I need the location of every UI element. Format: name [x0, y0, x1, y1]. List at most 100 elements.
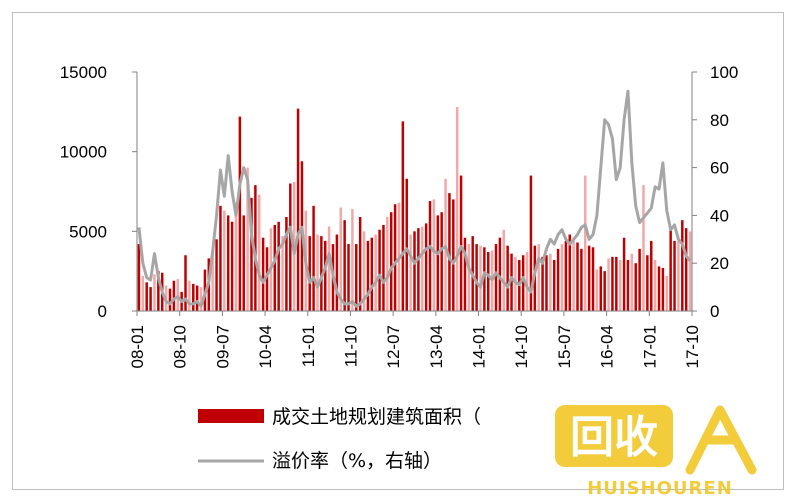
bar: [355, 244, 358, 311]
bar: [626, 260, 630, 311]
bar: [421, 226, 424, 311]
bar: [510, 253, 513, 311]
bar: [223, 210, 226, 311]
bar: [459, 175, 463, 311]
bar: [556, 248, 560, 311]
bar: [444, 178, 447, 311]
bar: [615, 256, 618, 311]
bar: [638, 248, 641, 311]
bar: [254, 185, 257, 311]
bar: [339, 207, 342, 311]
legend-bar-label: 成交土地规划建筑面积（: [272, 406, 481, 428]
chart-frame: [12, 12, 784, 490]
legend-line-label: 溢价率（%，右轴）: [272, 450, 442, 472]
bar: [584, 175, 587, 311]
bar: [141, 275, 145, 311]
bar: [424, 223, 428, 311]
right-tick-label: 100: [710, 63, 738, 82]
bar: [487, 252, 490, 311]
bar: [684, 228, 688, 311]
bar: [665, 275, 669, 311]
bar: [463, 237, 467, 311]
premium-rate-line: [137, 89, 692, 308]
bar: [432, 199, 436, 311]
bar: [564, 240, 568, 311]
bar: [599, 266, 603, 311]
bar: [618, 260, 622, 311]
bar-series: [137, 107, 692, 312]
right-tick-label: 0: [710, 302, 719, 321]
bar: [417, 228, 420, 311]
bar: [366, 240, 370, 311]
bar: [215, 239, 218, 311]
bar: [580, 248, 583, 311]
bar: [549, 253, 552, 311]
x-tick-label: 09-07: [213, 325, 232, 368]
bar: [157, 271, 160, 311]
left-tick-label: 10000: [60, 143, 107, 162]
bar: [657, 266, 661, 311]
bar: [428, 201, 432, 311]
bar: [343, 220, 346, 311]
bar: [634, 263, 637, 311]
bar: [401, 121, 405, 311]
bar: [285, 216, 288, 311]
x-tick-label: 08-01: [128, 325, 147, 368]
x-tick-label: 15-07: [555, 325, 574, 368]
bar: [378, 229, 381, 311]
bar: [405, 178, 408, 311]
bar: [273, 224, 277, 311]
bar: [199, 287, 203, 311]
bar: [576, 242, 579, 311]
watermark-logo: 回收 HUISHOUREN: [555, 405, 757, 499]
bar: [362, 231, 366, 311]
x-tick-label: 17-01: [640, 325, 659, 368]
bar: [455, 107, 459, 311]
bar: [219, 205, 222, 311]
x-tick-label: 17-10: [683, 325, 702, 368]
bar: [448, 193, 451, 311]
bar: [506, 245, 509, 311]
bar: [289, 183, 292, 311]
bar: [681, 220, 684, 311]
bar: [195, 285, 199, 311]
bar: [226, 215, 230, 311]
bar: [172, 280, 176, 311]
bar: [622, 237, 626, 311]
axes: [136, 72, 693, 312]
bar: [502, 229, 505, 311]
x-tick-label: 08-10: [171, 325, 190, 368]
x-tick-label: 14-01: [470, 325, 489, 368]
bar: [467, 244, 471, 311]
bar: [646, 255, 649, 311]
bar: [650, 240, 653, 311]
right-tick-label: 20: [710, 254, 729, 273]
x-tick-label: 16-04: [598, 325, 617, 368]
bar: [568, 234, 571, 311]
right-tick-label: 80: [710, 111, 729, 130]
bar: [347, 244, 350, 311]
left-tick-label: 15000: [60, 63, 107, 82]
bar: [607, 258, 610, 311]
bar: [560, 244, 564, 311]
bar: [669, 226, 672, 311]
bar: [296, 108, 300, 312]
bar: [537, 244, 540, 311]
x-tick-label: 14-10: [512, 325, 531, 368]
bar: [308, 236, 311, 311]
watermark-cn-text: 回收: [570, 412, 658, 463]
bar: [277, 221, 280, 311]
bar: [413, 231, 416, 311]
left-tick-label: 5000: [69, 222, 107, 241]
bar: [688, 231, 692, 311]
bar: [261, 237, 265, 311]
bar: [529, 175, 533, 311]
bar: [192, 283, 195, 311]
bar: [327, 226, 331, 311]
bar: [176, 279, 179, 311]
bar: [661, 267, 665, 311]
bar: [258, 194, 261, 311]
bar: [498, 237, 502, 311]
right-tick-label: 40: [710, 206, 729, 225]
